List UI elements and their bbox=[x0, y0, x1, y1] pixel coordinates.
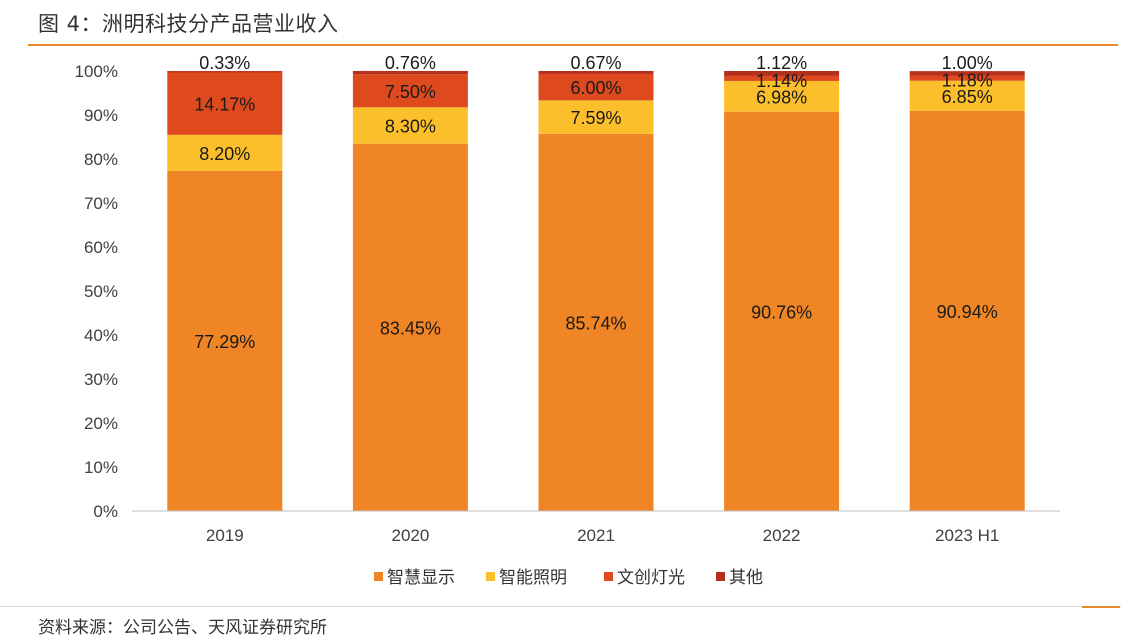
data-label: 85.74% bbox=[565, 313, 626, 333]
x-tick-label: 2023 H1 bbox=[935, 526, 999, 545]
data-label: 83.45% bbox=[380, 318, 441, 338]
legend-label: 智慧显示 bbox=[387, 568, 455, 588]
figure-title: 图 4：洲明科技分产品营业收入 bbox=[38, 12, 339, 36]
bar-segment bbox=[724, 71, 840, 76]
data-label: 90.76% bbox=[751, 302, 812, 322]
data-label: 1.12% bbox=[756, 53, 807, 73]
y-tick-label: 50% bbox=[84, 282, 118, 301]
data-label: 7.59% bbox=[570, 108, 621, 128]
legend: 智慧显示 智能照明 文创灯光 其他 bbox=[374, 568, 763, 588]
data-label: 1.18% bbox=[942, 71, 993, 91]
footer-divider bbox=[0, 606, 1121, 607]
bars: 77.29% 8.20% 14.17% 0.33% 83.45% 8.30% 7.50% 0.… bbox=[167, 53, 1025, 511]
bar-segment bbox=[538, 71, 654, 74]
legend-label: 其他 bbox=[729, 568, 763, 588]
bar-segment bbox=[352, 74, 468, 108]
bar-segment bbox=[167, 134, 283, 171]
bar-segment bbox=[909, 80, 1025, 111]
bar-segment bbox=[167, 170, 283, 511]
data-label: 8.30% bbox=[385, 117, 436, 137]
y-tick-label: 0% bbox=[93, 502, 118, 521]
x-axis: 2019 2020 2021 2022 2023 H1 bbox=[206, 526, 999, 545]
bar-segment bbox=[538, 100, 654, 134]
x-tick-label: 2022 bbox=[763, 526, 801, 545]
y-tick-label: 40% bbox=[84, 326, 118, 345]
bar-segment bbox=[724, 80, 840, 112]
bar-segment bbox=[167, 71, 283, 73]
title-divider bbox=[28, 44, 1118, 46]
legend-swatch bbox=[716, 572, 725, 581]
bar-segment bbox=[352, 70, 468, 75]
bar-segment bbox=[909, 71, 1025, 76]
legend-label: 智能照明 bbox=[499, 568, 567, 588]
y-tick-label: 90% bbox=[84, 106, 118, 125]
bar-segment bbox=[538, 73, 654, 101]
legend-swatch bbox=[486, 572, 495, 581]
legend-swatch bbox=[604, 572, 613, 581]
source-note: 资料来源：公司公告、天风证券研究所 bbox=[38, 618, 327, 638]
data-label: 77.29% bbox=[194, 332, 255, 352]
data-label: 0.67% bbox=[570, 53, 621, 73]
data-label: 6.00% bbox=[570, 78, 621, 98]
data-label: 90.94% bbox=[937, 302, 998, 322]
bar-segment bbox=[724, 75, 840, 81]
bar-segment bbox=[909, 75, 1025, 81]
data-label: 8.20% bbox=[199, 144, 250, 164]
y-tick-label: 20% bbox=[84, 414, 118, 433]
x-tick-label: 2021 bbox=[577, 526, 615, 545]
y-tick-label: 60% bbox=[84, 238, 118, 257]
bar-segment bbox=[167, 72, 283, 135]
data-label: 1.00% bbox=[942, 53, 993, 73]
y-tick-label: 70% bbox=[84, 194, 118, 213]
y-tick-label: 10% bbox=[84, 458, 118, 477]
data-label: 6.85% bbox=[942, 87, 993, 107]
data-label: 14.17% bbox=[194, 95, 255, 115]
y-axis: 0% 10% 20% 30% 40% 50% 60% 70% 80% 90% 100% bbox=[75, 62, 118, 521]
data-label: 1.14% bbox=[756, 71, 807, 91]
y-tick-label: 100% bbox=[75, 62, 118, 81]
bar-segment bbox=[538, 133, 654, 511]
y-tick-label: 80% bbox=[84, 150, 118, 169]
legend-swatch bbox=[374, 572, 383, 581]
data-label: 6.98% bbox=[756, 87, 807, 107]
data-label: 0.33% bbox=[199, 53, 250, 73]
x-tick-label: 2020 bbox=[391, 526, 429, 545]
data-label: 0.76% bbox=[385, 53, 436, 73]
stacked-bar-chart: 0% 10% 20% 30% 40% 50% 60% 70% 80% 90% 100% 77.29%… bbox=[75, 53, 1060, 588]
y-tick-label: 30% bbox=[84, 370, 118, 389]
legend-label: 文创灯光 bbox=[617, 568, 685, 588]
bar-segment bbox=[909, 110, 1025, 511]
data-label: 7.50% bbox=[385, 82, 436, 102]
bar-segment bbox=[352, 143, 468, 511]
x-tick-label: 2019 bbox=[206, 526, 244, 545]
bar-segment bbox=[724, 111, 840, 511]
footer-divider-accent bbox=[1082, 606, 1120, 608]
bar-segment bbox=[352, 107, 468, 144]
